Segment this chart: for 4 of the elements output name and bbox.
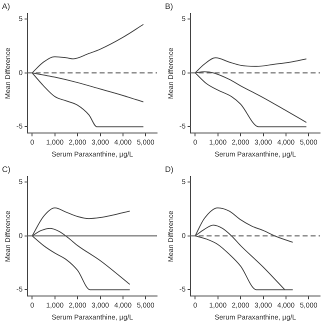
chart-title: D)	[165, 165, 174, 174]
chart-title: B)	[165, 2, 174, 12]
chart-title: A)	[2, 2, 10, 12]
chart-title: C)	[2, 165, 11, 174]
